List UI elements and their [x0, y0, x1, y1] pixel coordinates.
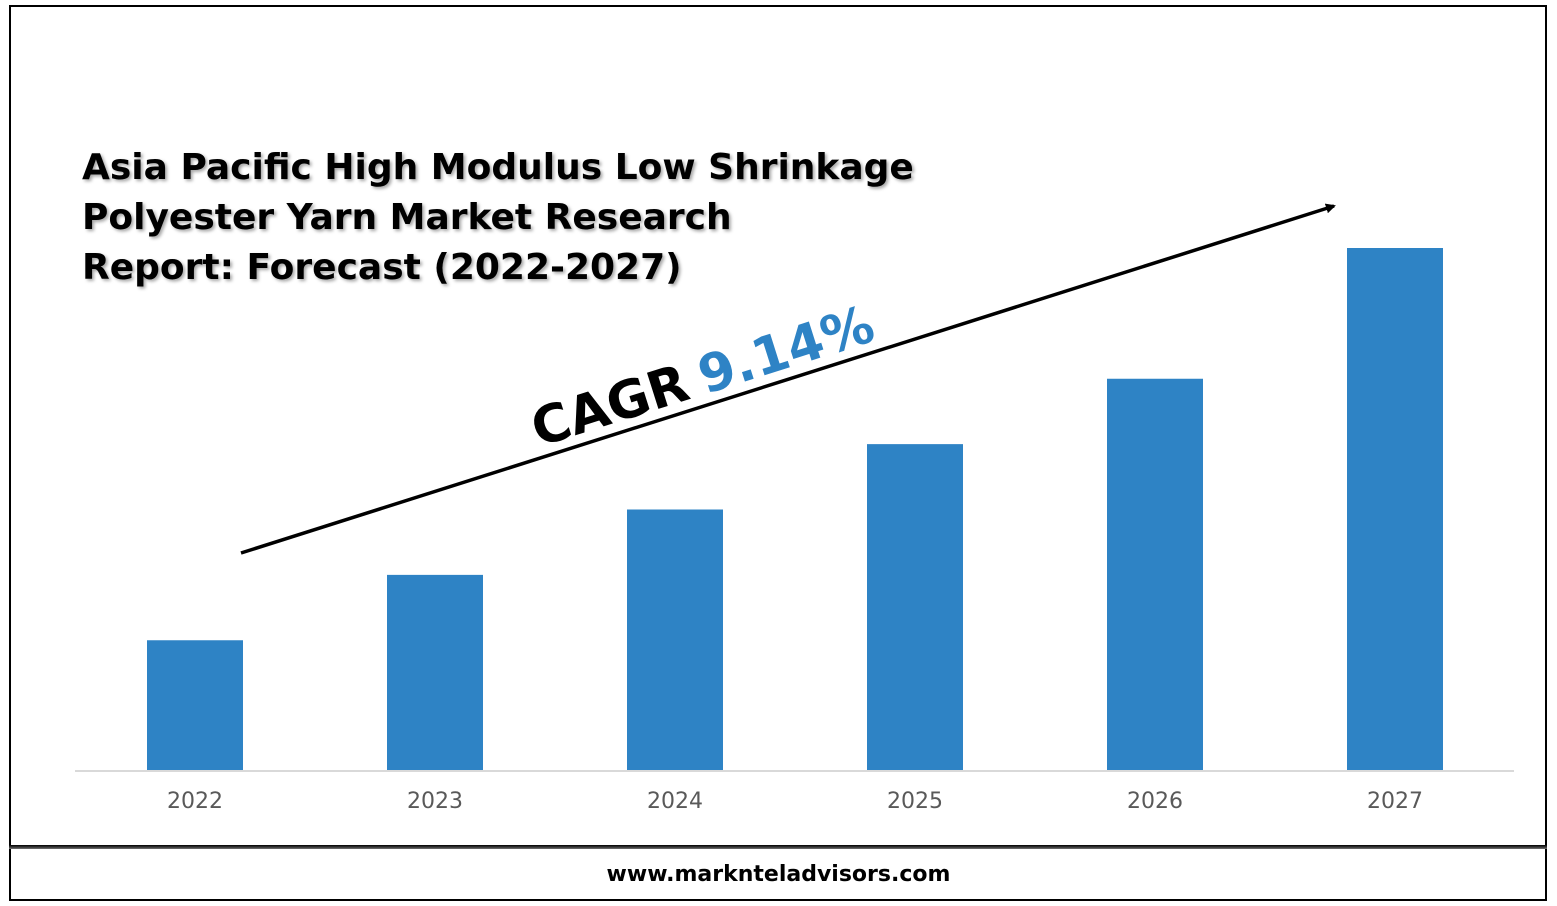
chart-frame: [9, 5, 1547, 849]
bar-2022: [147, 640, 243, 771]
cagr-value: 9.14%: [691, 295, 881, 407]
title-line-3: Report: Forecast (2022-2027): [82, 247, 682, 288]
bar-2026: [1107, 378, 1203, 771]
bar-2027: [1347, 248, 1443, 771]
svg-text:CAGR9.14%: CAGR9.14%: [524, 295, 881, 460]
x-tick-label: 2024: [647, 789, 703, 814]
x-tick-label: 2025: [887, 789, 943, 814]
bar-2024: [627, 509, 723, 771]
cagr-label: CAGR: [524, 353, 696, 459]
bar-2025: [867, 444, 963, 771]
bar-2023: [387, 574, 483, 771]
bars-group: [147, 248, 1443, 771]
title-line-1: Asia Pacific High Modulus Low Shrinkage: [82, 147, 914, 188]
x-tick-label: 2026: [1127, 789, 1183, 814]
x-tick-labels: 2022 2023 2024 2025 2026 2027: [167, 789, 1423, 814]
growth-arrow: [240, 203, 1336, 555]
chart-title: Asia Pacific High Modulus Low Shrinkage …: [82, 143, 914, 293]
footer-url: www.marknteladvisors.com: [606, 862, 951, 887]
cagr-annotation: CAGR9.14%: [524, 295, 881, 460]
x-tick-label: 2023: [407, 789, 463, 814]
footer-band: [9, 849, 1547, 901]
x-tick-label: 2027: [1367, 789, 1423, 814]
x-tick-label: 2022: [167, 789, 223, 814]
title-line-2: Polyester Yarn Market Research: [82, 197, 732, 238]
